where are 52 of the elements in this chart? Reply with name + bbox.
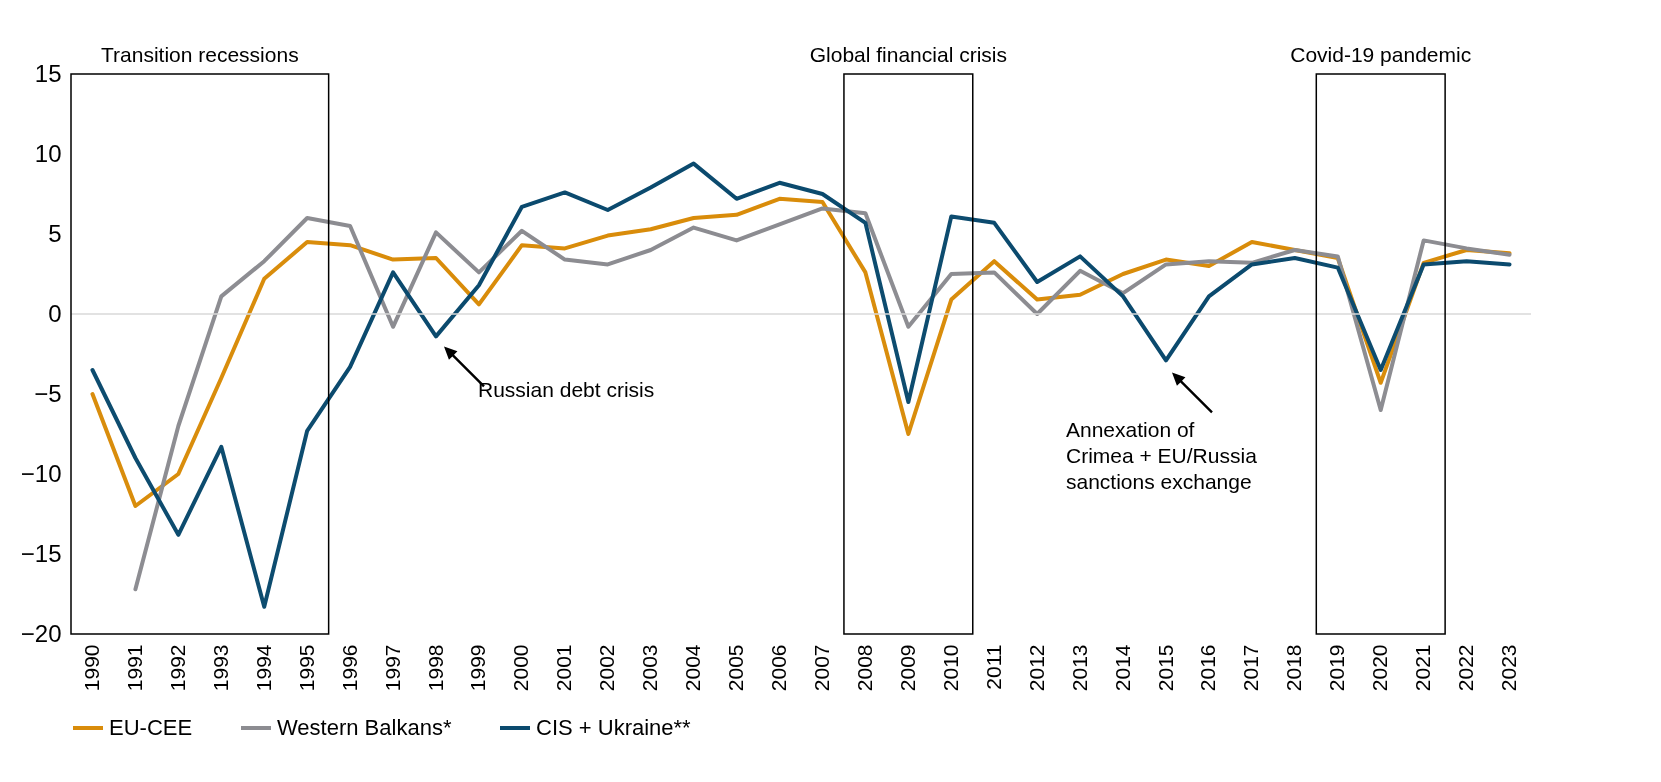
x-tick-label: 2007 bbox=[809, 644, 833, 692]
x-tick-label: 1994 bbox=[251, 644, 275, 692]
y-tick-label: 10 bbox=[34, 139, 62, 167]
x-tick-label: 2003 bbox=[638, 644, 662, 692]
x-tick-label: 2011 bbox=[981, 644, 1005, 690]
x-tick-label: 2019 bbox=[1325, 644, 1349, 692]
y-tick-label: −10 bbox=[20, 459, 62, 487]
x-tick-label: 1991 bbox=[122, 644, 146, 692]
x-tick-label: 2020 bbox=[1368, 644, 1392, 692]
band-label: Transition recessions bbox=[101, 43, 299, 66]
legend-label: CIS + Ukraine** bbox=[536, 715, 692, 740]
y-tick-label: −5 bbox=[34, 379, 62, 407]
annotation: Annexation of Crimea + EU/Russia sanctions exchange bbox=[1066, 418, 1258, 494]
x-tick-label: 2001 bbox=[552, 644, 576, 692]
x-tick-label: 1990 bbox=[79, 644, 103, 692]
legend-label: Western Balkans* bbox=[277, 715, 452, 740]
x-tick-label: 2012 bbox=[1024, 644, 1048, 692]
band-label: Covid-19 pandemic bbox=[1290, 43, 1472, 66]
x-tick-label: 1998 bbox=[423, 644, 447, 692]
x-tick-label: 2018 bbox=[1282, 644, 1306, 692]
x-tick-label: 1993 bbox=[208, 644, 232, 692]
x-tick-label: 2010 bbox=[938, 644, 962, 692]
x-tick-label: 1997 bbox=[380, 644, 404, 692]
x-tick-label: 2016 bbox=[1196, 644, 1220, 692]
y-tick-label: 0 bbox=[48, 299, 62, 327]
x-tick-label: 1996 bbox=[337, 644, 361, 692]
line-series bbox=[90, 161, 1512, 609]
x-tick-label: 2002 bbox=[595, 644, 619, 692]
annotation: Russian debt crisis bbox=[478, 378, 655, 402]
band-label: Global financial crisis bbox=[809, 43, 1007, 66]
x-tick-label: 1999 bbox=[466, 644, 490, 692]
x-tick-label: 2004 bbox=[681, 644, 705, 692]
y-tick-label: 15 bbox=[34, 59, 62, 87]
x-tick-label: 2023 bbox=[1497, 644, 1521, 692]
x-tick-label: 2000 bbox=[509, 644, 533, 692]
y-tick-label: −15 bbox=[20, 539, 62, 567]
x-tick-label: 2022 bbox=[1454, 644, 1478, 692]
legend-label: EU-CEE bbox=[109, 715, 193, 740]
line-series bbox=[133, 206, 1512, 592]
x-tick-label: 2021 bbox=[1411, 644, 1435, 692]
x-tick-label: 2009 bbox=[895, 644, 919, 692]
x-tick-label: 2015 bbox=[1153, 644, 1177, 692]
x-tick-label: 1992 bbox=[165, 644, 189, 692]
x-tick-label: 2014 bbox=[1110, 644, 1134, 692]
x-tick-label: 2017 bbox=[1239, 644, 1263, 692]
y-tick-label: 5 bbox=[48, 219, 62, 247]
x-tick-label: 2013 bbox=[1067, 644, 1091, 692]
x-tick-label: 2008 bbox=[852, 644, 876, 692]
y-tick-label: −20 bbox=[20, 619, 62, 647]
x-tick-label: 2006 bbox=[767, 644, 791, 692]
x-tick-label: 1995 bbox=[294, 644, 318, 692]
x-tick-label: 2005 bbox=[724, 644, 748, 692]
